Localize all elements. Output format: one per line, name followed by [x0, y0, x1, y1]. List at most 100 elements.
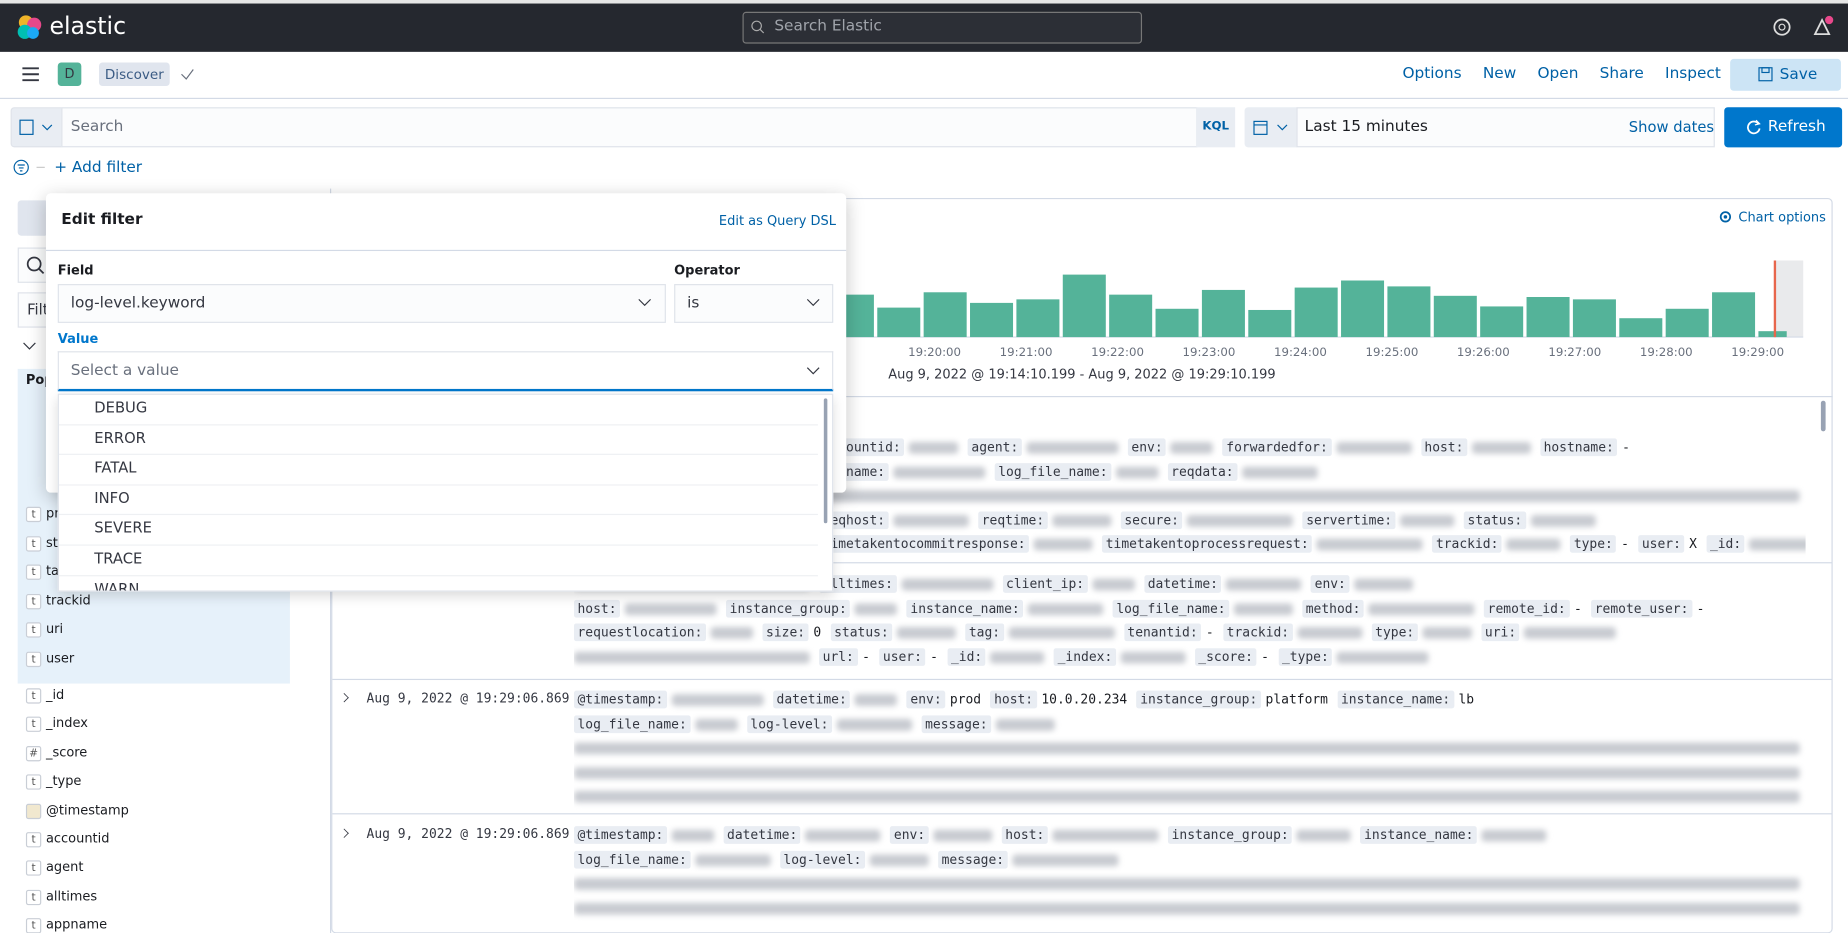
x-tick-label: 19:28:00 — [1640, 345, 1693, 359]
x-tick-label: 19:25:00 — [1365, 345, 1418, 359]
x-tick-label: 19:22:00 — [1091, 345, 1144, 359]
field-key: instance_group: — [726, 599, 850, 617]
document: @timestamp:datetime:env:host:instance_gr… — [574, 824, 1806, 921]
value-options: DEBUG ERROR FATAL INFOSEVERETRACEWARN — [58, 394, 833, 592]
document-line — [574, 761, 1806, 785]
field-key: reqdata: — [1168, 463, 1238, 481]
field-key: _id: — [947, 648, 985, 666]
field-key: _score: — [1195, 648, 1257, 666]
blurred-text — [1171, 442, 1213, 454]
edit-dsl[interactable]: Edit as Query DSL — [719, 213, 836, 228]
blurred-text — [1317, 539, 1423, 551]
field-select[interactable]: log-level.keyword — [58, 284, 666, 323]
option-list: DEBUG ERROR FATAL INFOSEVERETRACEWARN — [59, 395, 832, 592]
field-key: host: — [1421, 438, 1467, 456]
blurred-text — [1121, 651, 1186, 663]
field-key: timetakentocommitresponse: — [819, 535, 1029, 553]
field-name[interactable]: appname — [46, 917, 107, 932]
document-line: @timestamp:datetime:env:host:instance_gr… — [574, 824, 1806, 848]
field-name[interactable]: agent — [46, 860, 83, 875]
field-key: status: — [1464, 511, 1526, 529]
blurred-text — [625, 603, 717, 615]
option-row[interactable]: SEVERE — [59, 515, 818, 545]
histogram-range: Aug 9, 2022 @ 19:14:10.199 - Aug 9, 2022… — [888, 367, 1275, 382]
field-key: url: — [819, 648, 857, 666]
histogram-bar — [1156, 309, 1199, 337]
blurred-text — [893, 466, 985, 478]
field-value: 0 — [813, 625, 821, 640]
field-name[interactable]: accountid — [46, 831, 109, 846]
histogram-bar — [1295, 288, 1338, 337]
field-value: - — [1622, 440, 1630, 455]
blurred-text — [1242, 466, 1317, 478]
field-key: log_file_name: — [995, 463, 1111, 481]
field-key: instance_group: — [1137, 691, 1261, 709]
blurred-text — [1234, 603, 1293, 615]
field-value: - — [930, 649, 938, 664]
blurred-text — [1422, 627, 1472, 639]
option-row[interactable]: WARN — [59, 576, 818, 592]
blurred-text — [1354, 579, 1413, 591]
option-row[interactable]: DEBUG — [59, 395, 818, 425]
blurred-text — [855, 603, 897, 615]
field-key: forwardedfor: — [1223, 438, 1332, 456]
field-name[interactable]: user — [46, 651, 74, 666]
blurred-text — [574, 767, 1800, 779]
field-type: t — [26, 918, 41, 933]
row-separator — [332, 813, 1831, 814]
x-tick-label: 19:23:00 — [1183, 345, 1236, 359]
field-value: X — [1689, 536, 1697, 551]
option-text: ERROR — [94, 429, 146, 447]
blurred-text — [1400, 514, 1454, 526]
document-line — [574, 896, 1806, 920]
field-type-date — [26, 803, 41, 818]
field-name[interactable]: trackid — [46, 593, 91, 608]
document-line: @timestamp:datetime:env:prodhost:10.0.20… — [574, 688, 1806, 712]
x-tick-label: 19:29:00 — [1731, 345, 1784, 359]
x-tick-label: 19:26:00 — [1457, 345, 1510, 359]
field-key: env: — [1128, 438, 1166, 456]
blurred-text — [1530, 514, 1595, 526]
field-name[interactable]: @timestamp — [46, 802, 129, 817]
blurred-text — [1092, 579, 1134, 591]
field-key: trackid: — [1432, 535, 1502, 553]
field-type: t — [26, 832, 41, 847]
field-name[interactable]: uri — [46, 622, 63, 637]
field-name[interactable]: _score — [46, 745, 87, 760]
field-name[interactable]: alltimes — [46, 888, 97, 903]
blurred-text — [1226, 579, 1301, 591]
field-key: datetime: — [773, 691, 850, 709]
field-value: - — [1574, 600, 1582, 615]
histogram-bar — [970, 303, 1013, 337]
value-input[interactable]: Select a value — [58, 351, 833, 391]
scrollbar — [1821, 401, 1826, 432]
field-name[interactable]: _id — [46, 687, 64, 702]
field-name[interactable]: _index — [46, 716, 88, 731]
field-key: trackid: — [1223, 623, 1293, 641]
field-key: env: — [1311, 575, 1349, 593]
field-chevron — [638, 298, 652, 307]
option-row[interactable]: ERROR — [59, 425, 818, 455]
document-line: log_file_name:log-level:message: — [574, 712, 1806, 736]
field-type: t — [26, 594, 41, 609]
option-row[interactable]: FATAL — [59, 455, 818, 485]
blurred-text — [1053, 830, 1159, 842]
field-key: instance_name: — [1337, 691, 1453, 709]
histogram-bar — [1712, 292, 1755, 337]
field-type: t — [26, 861, 41, 876]
blurred-text — [1297, 830, 1351, 842]
option-text: FATAL — [94, 459, 136, 477]
field-value: - — [862, 649, 870, 664]
option-row[interactable]: INFO — [59, 485, 818, 515]
field-name[interactable]: _type — [46, 773, 81, 788]
field-type: t — [26, 717, 41, 732]
blurred-text — [870, 854, 929, 866]
field-key: message: — [938, 850, 1008, 868]
field-key: host: — [574, 599, 620, 617]
blurred-text — [1052, 514, 1111, 526]
option-row[interactable]: TRACE — [59, 546, 818, 576]
field-key: client_ip: — [1003, 575, 1088, 593]
histogram-bar — [1573, 299, 1616, 337]
